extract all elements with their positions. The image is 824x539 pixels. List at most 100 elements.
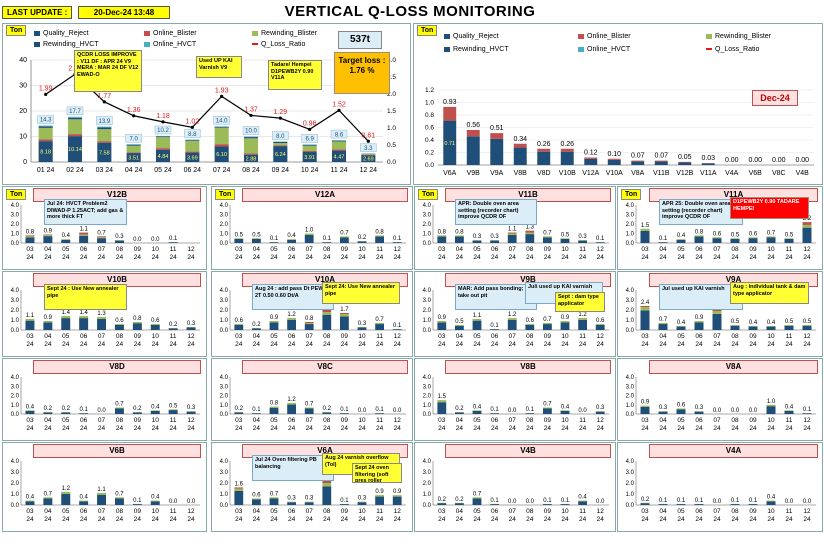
x-tick-year: 24: [731, 254, 739, 261]
target-loss-box: Target loss : 1.76 %: [334, 52, 390, 94]
x-tick-year: 24: [152, 425, 160, 432]
machine-chart: 0.01.02.03.04.00.503240.504240.105240.40…: [220, 203, 406, 261]
x-tick-year: 24: [491, 425, 499, 432]
x-tick-label: V12B: [676, 170, 693, 177]
x-tick-label: 09: [544, 417, 552, 424]
total-label-box: [360, 143, 377, 152]
bar-value-label: 0.26: [537, 141, 551, 148]
x-tick-year: 24: [306, 516, 314, 523]
y-tick-label: 0.0: [11, 412, 20, 418]
bar-segment: [155, 148, 171, 150]
bar-segment: [273, 141, 288, 143]
y-tick-label: 3.0: [11, 213, 20, 219]
machine-chart: 0.01.02.03.04.01.103240.904241.405241.40…: [11, 288, 200, 348]
bar-segment: [97, 141, 112, 143]
overall-monthly-chart: 0 10 20 30 40 0.0 0.5 1.0 1.5 2.0 2.5 3.0 8.18 14.3 01…: [19, 57, 396, 174]
total-label: 8.8: [188, 132, 197, 138]
target-loss-value: 1.76 %: [349, 66, 375, 75]
bar-segment: [437, 402, 447, 414]
x-tick-year: 24: [526, 425, 534, 432]
bar-value-label: 0.0: [508, 408, 517, 414]
x-tick-label: 09: [134, 417, 142, 424]
bar-segment: [340, 504, 349, 505]
y-tick-label: 4.0: [423, 459, 432, 465]
x-tick-label: 05: [62, 508, 70, 515]
x-tick-label: 10: [358, 333, 366, 340]
bar-segment: [357, 241, 367, 243]
ratio-point: [249, 113, 253, 118]
bar-segment: [150, 410, 160, 414]
bar-inner-label: 3.91: [304, 155, 315, 161]
ratio-point: [220, 94, 224, 98]
bar-value-label: 0.7: [115, 491, 124, 497]
x-tick-year: 24: [98, 254, 106, 261]
bar-segment: [61, 493, 71, 505]
x-tick-label: 11: [579, 246, 586, 253]
y-tick-label: 4.0: [220, 459, 229, 465]
bar-segment: [132, 323, 142, 330]
bar-segment: [155, 135, 171, 137]
bar-segment: [269, 406, 279, 408]
bar-segment: [640, 230, 650, 243]
bar-segment: [595, 324, 605, 325]
bar-segment: [304, 234, 314, 243]
bar-value-label: 1.3: [97, 311, 106, 317]
bar-segment: [168, 409, 178, 411]
y-tick-label: 2.0: [423, 394, 432, 400]
machine-chart: 0.01.02.03.04.00.203240.104240.105240.10…: [626, 459, 816, 523]
bar-segment: [654, 160, 668, 162]
legend-q-loss-ratio: Q_Loss_Ratio: [706, 45, 759, 54]
x-tick-year: 24: [394, 254, 402, 261]
x-tick-label: 06: [80, 246, 88, 253]
bar-value-label: 0.00: [795, 157, 809, 164]
bar-inner-label: 3.69: [187, 155, 198, 161]
bar-segment: [490, 240, 499, 243]
y-tick-label: 0.0: [220, 503, 229, 509]
x-tick-year: 24: [26, 516, 34, 523]
annotation-note: Jul 24 Oven filtering PB balancing: [252, 455, 334, 481]
bar-segment: [578, 318, 587, 320]
machine-panel-v12a: V12A Ton 0.0 1.0 2.0 3.0 4.0 0.5 03 24 0.5 04 24 0.1 0…: [211, 186, 413, 270]
x-tick-year: 24: [187, 516, 195, 523]
x-tick-year: 24: [803, 516, 811, 523]
bar-value-label: 0.9: [438, 315, 447, 321]
bar-segment: [322, 314, 332, 330]
y-tick-label: 3.0: [626, 470, 635, 476]
x-tick-year: 24: [253, 341, 261, 348]
bar-inner-label: 6.24: [275, 152, 286, 158]
bar-segment: [304, 502, 314, 505]
x-tick-label: 03 24: [96, 167, 114, 174]
bar-segment: [269, 321, 279, 323]
x-tick-year: 24: [170, 516, 178, 523]
bar-value-label: 0.6: [596, 318, 605, 324]
bar-segment: [443, 120, 457, 165]
x-tick-year: 24: [394, 425, 402, 432]
bar-segment: [97, 317, 107, 319]
x-tick-label: 04: [659, 508, 667, 515]
bar-value-label: 0.1: [323, 236, 332, 242]
bar-value-label: 0.7: [543, 230, 552, 236]
bar-segment: [357, 502, 367, 505]
bar-segment: [455, 412, 464, 414]
x-tick-label: 05: [677, 333, 685, 340]
bar-segment: [114, 324, 124, 330]
panel-title: V8C: [242, 360, 408, 374]
bar-segment: [79, 234, 89, 236]
bar-value-label: 0.4: [677, 320, 686, 326]
bar-segment: [97, 236, 107, 238]
bar-segment: [304, 324, 314, 330]
x-tick-label: 11: [376, 508, 383, 515]
x-tick-label: 08: [323, 417, 331, 424]
y-tick-label: 20: [19, 108, 27, 115]
x-tick-label: 12 24: [360, 167, 378, 174]
x-tick-label: 07: [306, 417, 314, 424]
bar-value-label: 0.0: [713, 408, 722, 414]
x-tick-year: 24: [438, 425, 446, 432]
x-tick-year: 24: [170, 341, 178, 348]
y-tick-label: 2.0: [220, 222, 229, 228]
bar-segment: [234, 238, 244, 239]
bar-segment: [392, 242, 402, 243]
bar-value-label: 0.9: [270, 315, 279, 321]
machine-chart: 0.01.02.03.04.01.603240.604240.705240.30…: [220, 459, 406, 523]
x-tick-year: 24: [270, 425, 278, 432]
